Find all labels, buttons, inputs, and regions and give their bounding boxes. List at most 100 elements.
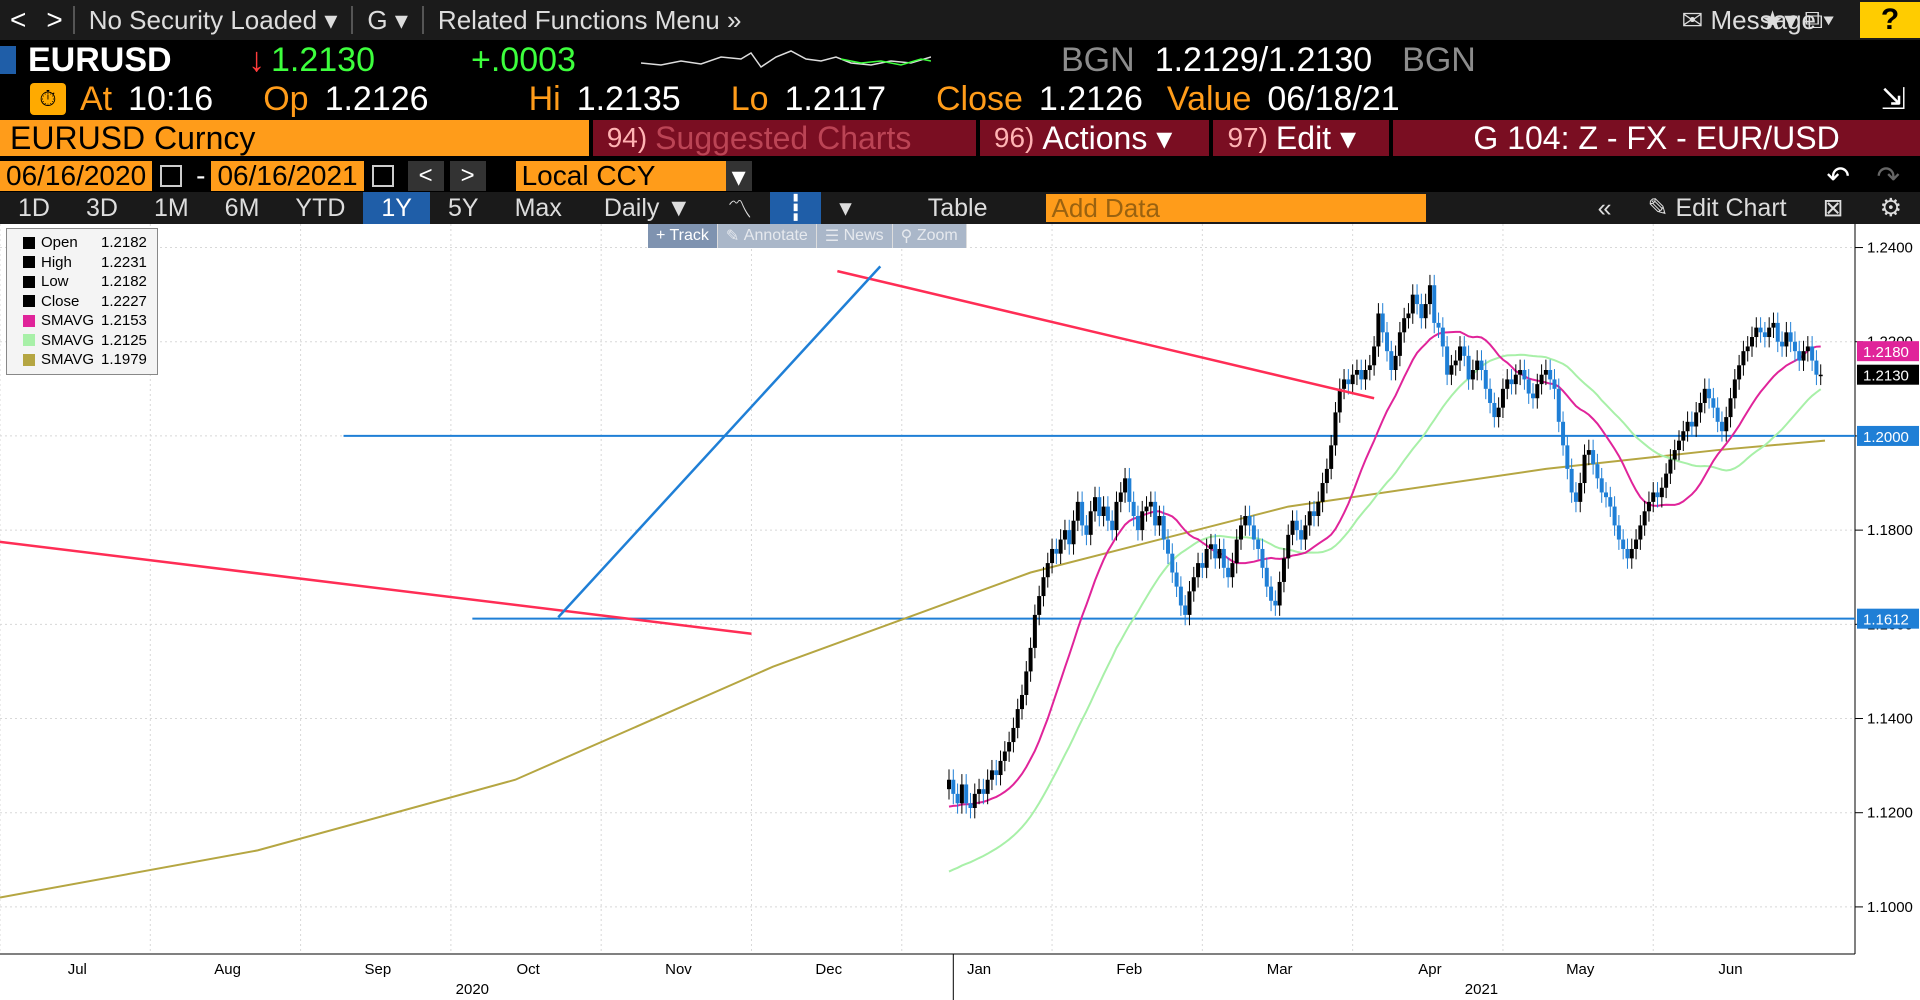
legend-value: 1.2182 (101, 273, 147, 291)
legend-entry: SMAVG 1.2125 (11, 331, 153, 351)
bid-price: 1.2129 (1154, 40, 1259, 79)
calendar-icon[interactable] (371, 165, 394, 187)
candle-body (1509, 379, 1514, 385)
candle-body (1445, 346, 1450, 375)
tab-ytd[interactable]: YTD (295, 193, 346, 222)
edit-menu[interactable]: 97) Edit ▾ (1213, 120, 1390, 156)
tab-max[interactable]: Max (514, 193, 562, 222)
edit-icon[interactable]: ⊠ (1822, 194, 1844, 222)
candle-body (1655, 492, 1660, 498)
x-tick-label: Mar (1267, 961, 1293, 978)
candle-body (1187, 591, 1192, 615)
candle-body (1350, 374, 1355, 385)
candle-body (1548, 370, 1553, 380)
collapse-icon[interactable]: « (1597, 193, 1612, 222)
next-period-button[interactable]: > (449, 161, 486, 191)
y-tick-label: 1.1200 (1867, 805, 1913, 822)
related-functions-menu[interactable]: Related Functions Menu » (424, 0, 756, 40)
line-chart-icon[interactable]: 〽 (727, 196, 753, 224)
ask-source: BGN (1402, 40, 1476, 79)
actions-menu[interactable]: 96) Actions ▾ (979, 120, 1210, 156)
toolbar-icons[interactable]: ★▾ ⧉▾ (1747, 0, 1848, 40)
candle-body (1376, 313, 1381, 347)
year-label: 2020 (456, 981, 489, 998)
tab-1y[interactable]: 1Y (363, 192, 430, 224)
annotate-tool[interactable]: ✎ Annotate (718, 224, 817, 248)
table-button[interactable]: Table (927, 193, 988, 222)
undo-icon[interactable]: ↶ (1826, 160, 1850, 192)
period-tabs: 1D 3D 1M 6M YTD 1Y 5Y Max Daily ▼ 〽 ┇ ▾ Table A… (0, 192, 1920, 224)
candle-body (1406, 313, 1411, 319)
price-tag (1857, 608, 1919, 629)
security-menu[interactable]: No Security Loaded ▾ (75, 0, 352, 40)
price-tag-label: 1.1612 (1863, 612, 1909, 629)
clock-icon: ⏱ (30, 83, 66, 115)
g-menu[interactable]: G ▾ (353, 0, 422, 40)
candle-body (1728, 398, 1733, 418)
smavg-200-line (0, 439, 1826, 899)
chart-type-dropdown-icon[interactable]: ▾ (839, 194, 852, 222)
candle-body (1088, 511, 1093, 535)
price-tag (1857, 341, 1919, 362)
candle-body (1458, 346, 1462, 361)
candle-body (1131, 501, 1136, 516)
candle-body (1303, 525, 1308, 540)
calendar-icon[interactable] (160, 165, 183, 187)
year-label: 2021 (1465, 981, 1498, 998)
news-tool[interactable]: ☰ News (817, 224, 893, 248)
edit-chart-button[interactable]: ✎ Edit Chart (1630, 192, 1805, 224)
close-label: Close (935, 79, 1023, 118)
currency-select[interactable]: Local CCY (515, 160, 726, 191)
candle-body (1797, 351, 1802, 361)
start-date-field[interactable]: 06/16/2020 (0, 160, 153, 191)
legend-swatch (23, 353, 35, 366)
candle-body (977, 789, 982, 794)
legend-name: Open (41, 234, 78, 252)
end-date-field[interactable]: 06/16/2021 (211, 160, 364, 191)
expand-icon[interactable]: ⇲ (1880, 82, 1906, 116)
candle-body (1213, 544, 1218, 559)
redo-icon[interactable]: ↷ (1876, 160, 1900, 192)
candle-body (1780, 341, 1785, 347)
candle-body (1762, 332, 1767, 338)
candle-body (1269, 586, 1274, 601)
tab-1d[interactable]: 1D (18, 193, 50, 222)
forward-button[interactable]: > (46, 4, 63, 35)
price-chart[interactable]: 1.10001.12001.14001.16001.18001.20001.22… (0, 224, 1920, 1000)
tab-5y[interactable]: 5Y (448, 193, 479, 222)
track-tool[interactable]: + Track (648, 224, 718, 248)
security-name-field[interactable]: EURUSD Curncy (0, 120, 589, 156)
chart-canvas[interactable]: 1.10001.12001.14001.16001.18001.20001.22… (0, 224, 1920, 1000)
gear-icon[interactable]: ⚙ (1879, 194, 1902, 222)
chart-legend: Open 1.2182 High 1.2231 Low 1.2182 Close 1.2227… (6, 228, 158, 375)
candle-body (1174, 572, 1179, 587)
candlestick-icon[interactable]: ┇ (770, 192, 822, 224)
help-button[interactable]: ? (1860, 2, 1920, 38)
daily-select[interactable]: Daily ▼ (586, 192, 709, 224)
candle-body (1080, 501, 1085, 526)
candle-body (1432, 285, 1437, 323)
tab-1m[interactable]: 1M (153, 193, 189, 222)
legend-entry: SMAVG 1.1979 (11, 350, 153, 370)
tab-6m[interactable]: 6M (224, 193, 260, 222)
caret-down-icon[interactable]: ▾ (725, 161, 752, 192)
prev-period-button[interactable]: < (407, 161, 444, 191)
candle-body (1634, 539, 1639, 549)
back-button[interactable]: < (10, 4, 27, 35)
pencil-icon: ✎ (1647, 194, 1669, 222)
candle-body (1758, 327, 1763, 333)
candle-body (989, 770, 994, 780)
candle-body (1084, 525, 1089, 535)
candle-body (1646, 501, 1651, 512)
tab-3d[interactable]: 3D (85, 193, 118, 222)
trend-line (0, 540, 752, 635)
candle-body (1286, 534, 1291, 559)
candle-body (1178, 586, 1183, 606)
add-data-input[interactable]: Add Data (1045, 193, 1426, 223)
x-tick-label: Sep (365, 961, 392, 978)
y-tick-label: 1.1000 (1867, 899, 1913, 916)
message-button[interactable]: ✉ Message (1667, 0, 1830, 40)
ticker: EURUSD (28, 40, 172, 79)
zoom-tool[interactable]: ⚲ Zoom (893, 224, 967, 248)
candle-body (1226, 567, 1231, 578)
